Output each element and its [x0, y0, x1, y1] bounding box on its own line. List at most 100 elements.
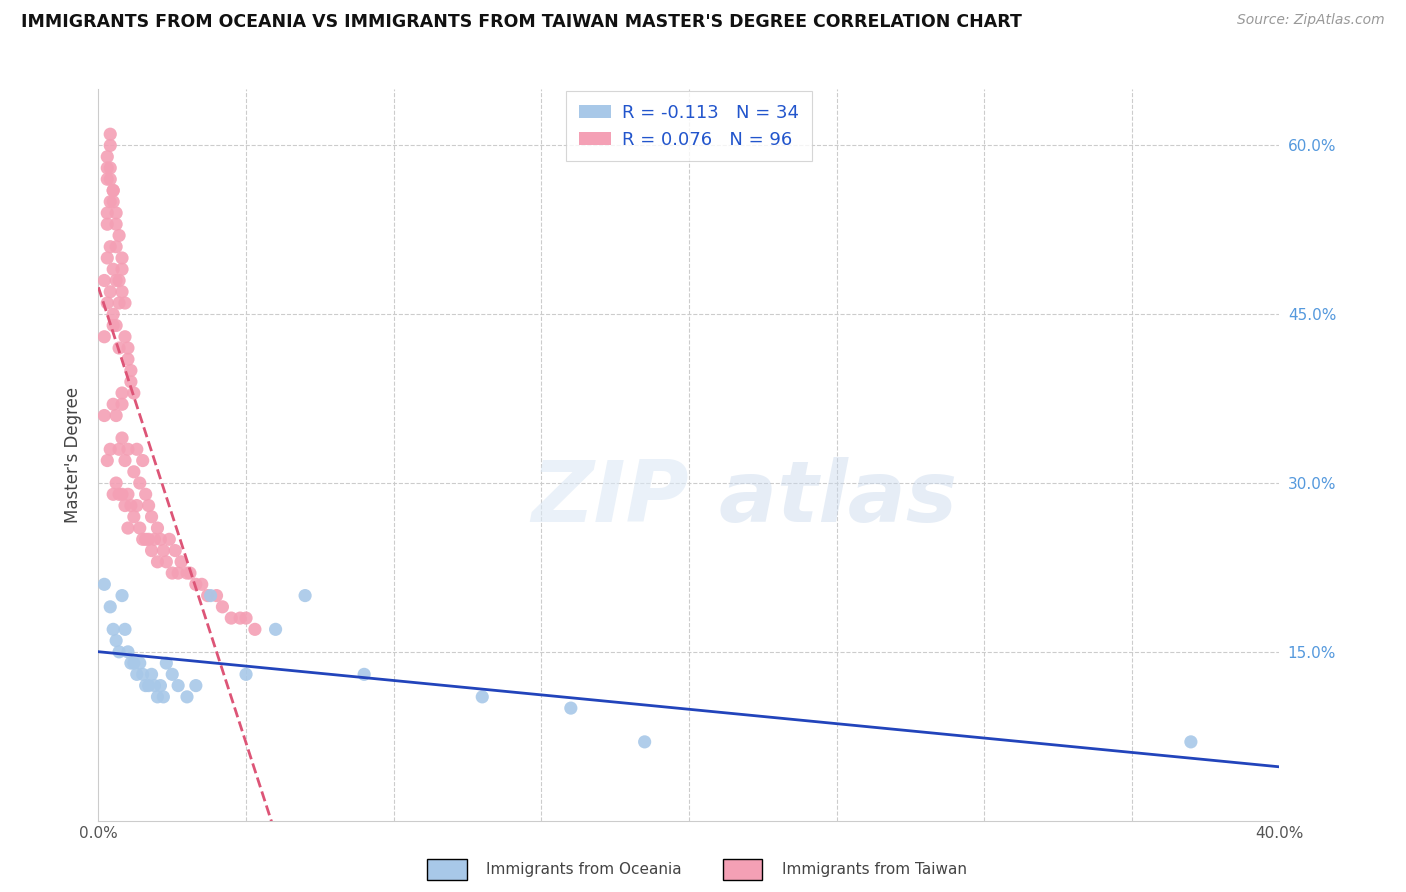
Point	[96, 172, 118, 186]
Point	[353, 667, 375, 681]
Point	[197, 589, 219, 603]
Point	[93, 330, 115, 344]
Point	[184, 577, 207, 591]
Point	[191, 577, 214, 591]
Point	[103, 184, 125, 198]
Point	[103, 318, 125, 333]
Point	[98, 161, 121, 175]
Point	[114, 453, 136, 467]
Point	[96, 453, 118, 467]
Point	[125, 499, 148, 513]
Point	[167, 566, 190, 580]
Point	[98, 127, 121, 141]
Point	[111, 251, 134, 265]
Point	[108, 273, 131, 287]
Point	[135, 679, 157, 693]
Point	[132, 453, 155, 467]
Text: Immigrants from Taiwan: Immigrants from Taiwan	[782, 863, 967, 877]
Point	[108, 487, 131, 501]
Point	[167, 679, 190, 693]
Point	[176, 690, 198, 704]
Point	[132, 533, 155, 547]
Point	[294, 589, 316, 603]
Point	[98, 138, 121, 153]
Point	[114, 330, 136, 344]
Text: IMMIGRANTS FROM OCEANIA VS IMMIGRANTS FROM TAIWAN MASTER'S DEGREE CORRELATION CH: IMMIGRANTS FROM OCEANIA VS IMMIGRANTS FR…	[21, 13, 1022, 31]
Point	[141, 667, 163, 681]
Point	[141, 543, 163, 558]
Point	[96, 217, 118, 231]
Point	[138, 499, 160, 513]
Text: ZIP: ZIP	[531, 458, 689, 541]
Point	[103, 184, 125, 198]
Text: Immigrants from Oceania: Immigrants from Oceania	[486, 863, 682, 877]
FancyBboxPatch shape	[427, 859, 467, 880]
Point	[235, 667, 257, 681]
Point	[98, 285, 121, 299]
Point	[111, 589, 134, 603]
Point	[122, 465, 145, 479]
Point	[146, 555, 169, 569]
Point	[128, 476, 150, 491]
Text: Source: ZipAtlas.com: Source: ZipAtlas.com	[1237, 13, 1385, 28]
Point	[96, 206, 118, 220]
Point	[117, 521, 139, 535]
Point	[120, 375, 142, 389]
Point	[162, 667, 183, 681]
Point	[146, 690, 169, 704]
Point	[155, 555, 177, 569]
Point	[93, 577, 115, 591]
Point	[179, 566, 201, 580]
Point	[143, 533, 166, 547]
Point	[122, 386, 145, 401]
Point	[111, 285, 134, 299]
Point	[219, 611, 242, 625]
Point	[152, 690, 174, 704]
Point	[105, 476, 128, 491]
Point	[211, 599, 233, 614]
Point	[108, 296, 131, 310]
Point	[122, 509, 145, 524]
Point	[117, 645, 139, 659]
Point	[157, 533, 180, 547]
Point	[146, 521, 169, 535]
Point	[103, 487, 125, 501]
Point	[122, 656, 145, 670]
Point	[120, 363, 142, 377]
Point	[98, 240, 121, 254]
Point	[205, 589, 228, 603]
Point	[243, 623, 266, 637]
Point	[105, 318, 128, 333]
Point	[125, 667, 148, 681]
Legend: R = -0.113   N = 34, R = 0.076   N = 96: R = -0.113 N = 34, R = 0.076 N = 96	[567, 91, 811, 161]
Point	[96, 150, 118, 164]
Point	[170, 555, 193, 569]
Point	[105, 409, 128, 423]
Point	[125, 442, 148, 457]
Point	[235, 611, 257, 625]
Point	[128, 656, 150, 670]
Point	[117, 352, 139, 367]
Point	[117, 487, 139, 501]
Point	[560, 701, 582, 715]
Point	[176, 566, 198, 580]
Point	[96, 161, 118, 175]
Point	[108, 341, 131, 355]
Point	[120, 499, 142, 513]
Point	[98, 172, 121, 186]
Point	[117, 341, 139, 355]
Point	[138, 533, 160, 547]
Point	[200, 589, 222, 603]
Point	[149, 533, 172, 547]
Point	[93, 273, 115, 287]
Point	[103, 262, 125, 277]
Point	[135, 533, 157, 547]
Point	[114, 296, 136, 310]
Point	[184, 679, 207, 693]
Point	[103, 397, 125, 411]
Point	[98, 442, 121, 457]
Point	[96, 251, 118, 265]
Point	[103, 307, 125, 321]
Point	[1180, 735, 1202, 749]
Point	[114, 499, 136, 513]
